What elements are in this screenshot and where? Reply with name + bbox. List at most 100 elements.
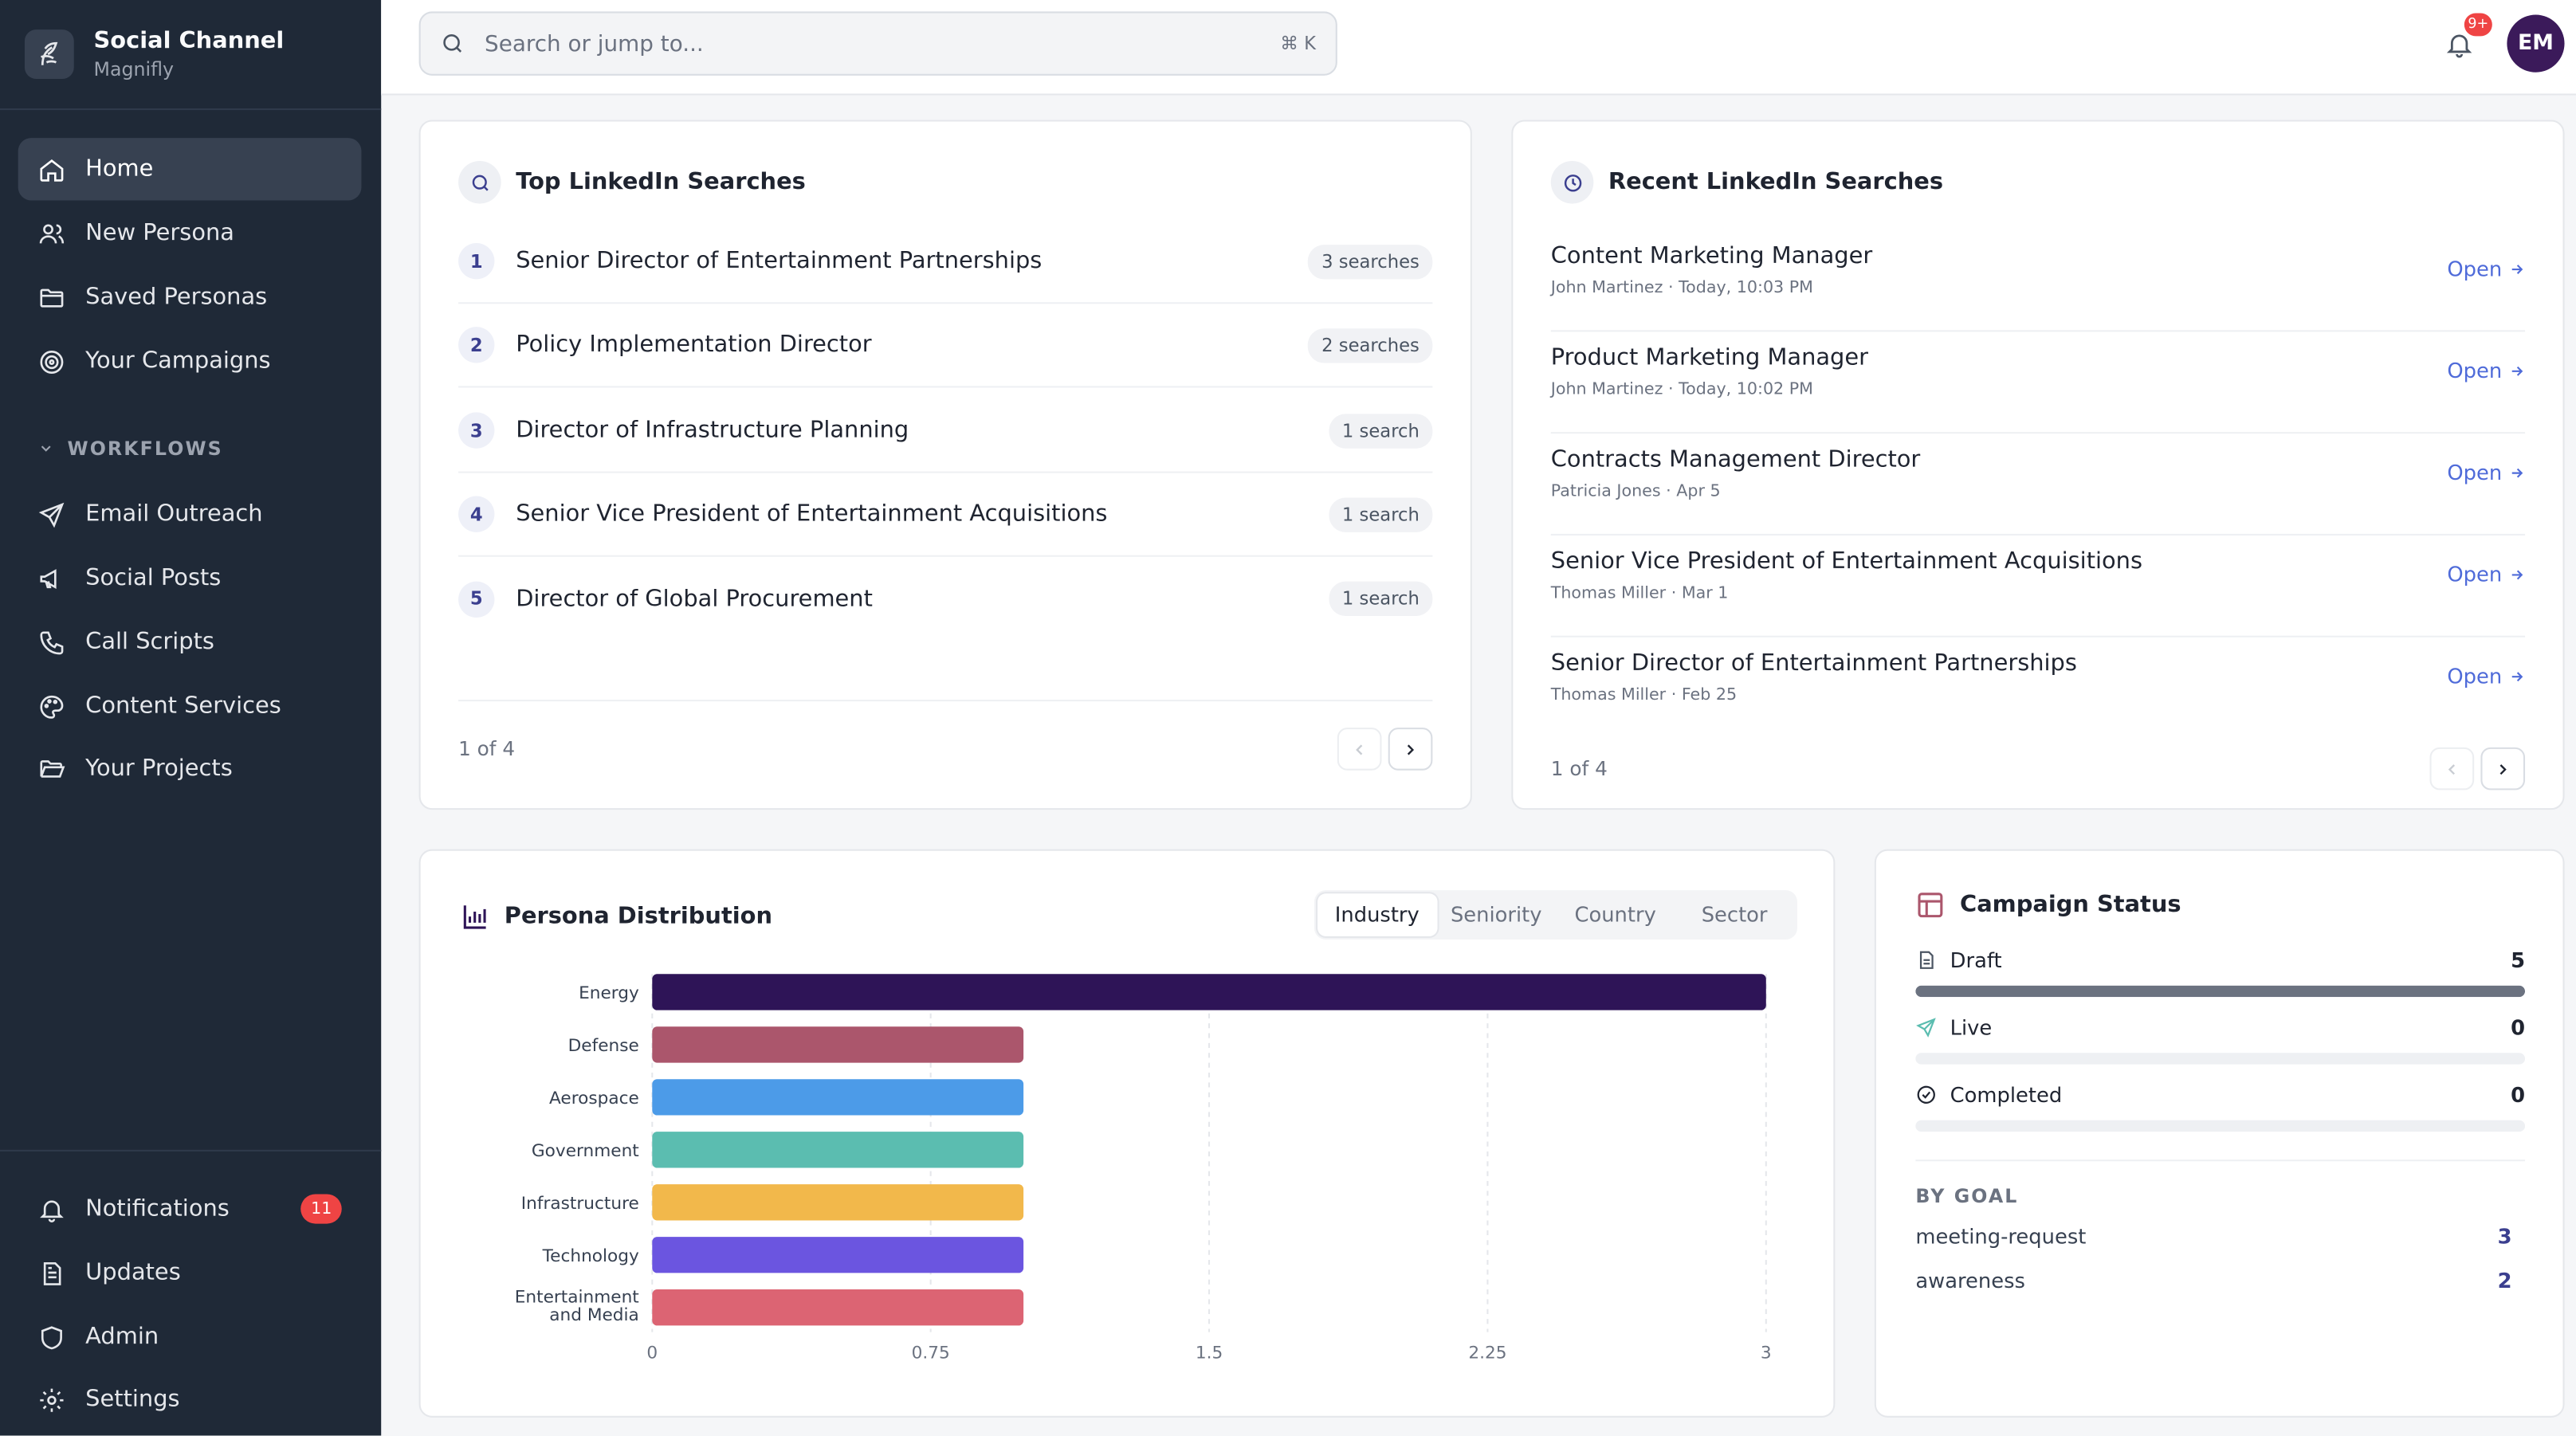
list-item[interactable]: 4 Senior Vice President of Entertainment… [458, 473, 1433, 557]
chevron-down-icon [41, 445, 51, 452]
tab-industry[interactable]: Industry [1317, 893, 1437, 936]
goal-row: awareness 2 [1915, 1268, 2525, 1293]
status-count: 0 [2511, 1014, 2526, 1040]
y-tick-label: Government [532, 1141, 639, 1161]
sidebar-item-social-posts[interactable]: Social Posts [18, 547, 362, 609]
search-input[interactable]: Search or jump to... ⌘ K [418, 11, 1337, 76]
sidebar-item-label: New Persona [85, 220, 234, 247]
recent-search-title: Product Marketing Manager [1550, 344, 1869, 371]
sidebar-item-your-campaigns[interactable]: Your Campaigns [18, 330, 362, 392]
sidebar-item-label: Admin [85, 1324, 159, 1351]
sidebar-item-label: Saved Personas [85, 284, 268, 311]
sidebar-item-call-scripts[interactable]: Call Scripts [18, 611, 362, 673]
open-link[interactable]: Open [2447, 358, 2525, 383]
list-item[interactable]: 2 Policy Implementation Director 2 searc… [458, 304, 1433, 388]
workflows-section-toggle[interactable]: WORKFLOWS [37, 437, 222, 460]
phone-icon [40, 630, 64, 654]
sidebar-item-saved-personas[interactable]: Saved Personas [18, 266, 362, 328]
goal-row: meeting-request 3 [1915, 1224, 2525, 1249]
open-link[interactable]: Open [2447, 460, 2525, 485]
sidebar-item-admin[interactable]: Admin [18, 1306, 362, 1368]
list-item[interactable]: 5 Director of Global Procurement 1 searc… [458, 557, 1433, 641]
notifications-bell-badge: 9+ [2464, 13, 2492, 37]
next-page-button[interactable] [1388, 728, 1433, 771]
shield-icon [41, 1325, 62, 1349]
list-item: Product Marketing Manager John Martinez … [1550, 332, 2526, 434]
sidebar-item-your-projects[interactable]: Your Projects [18, 737, 362, 799]
user-avatar[interactable]: EM [2507, 14, 2565, 73]
send-icon [1916, 1018, 1936, 1038]
sidebar-item-settings[interactable]: Settings [18, 1368, 362, 1430]
card-divider [1915, 1159, 2526, 1162]
status-progress-track [1915, 1053, 2526, 1065]
list-item[interactable]: 3 Director of Infrastructure Planning 1 … [458, 390, 1433, 473]
list-item: Contracts Management Director Patricia J… [1550, 434, 2526, 536]
tab-country[interactable]: Country [1574, 901, 1656, 927]
prev-page-button[interactable] [1337, 728, 1382, 771]
y-tick-label: Defense [568, 1036, 639, 1056]
status-label: Completed [1950, 1082, 2063, 1108]
sidebar-item-label: Updates [85, 1259, 181, 1286]
layout-icon [1918, 893, 1943, 918]
palette-icon [40, 694, 64, 718]
list-item: Content Marketing Manager John Martinez … [1550, 230, 2526, 332]
sidebar-item-updates[interactable]: Updates [18, 1242, 362, 1304]
y-tick-label: Entertainment and Media [515, 1288, 639, 1326]
chart-bar[interactable] [652, 1184, 1024, 1221]
recent-search-meta: Thomas Miller · Mar 1 [1550, 584, 1729, 603]
brand-title: Social Channel [93, 28, 285, 55]
tab-sector[interactable]: Sector [1701, 901, 1768, 927]
by-goal-label: BY GOAL [1915, 1184, 2019, 1207]
sidebar-divider [0, 1149, 382, 1152]
status-progress-track [1915, 1120, 2526, 1132]
arrow-right-icon [2511, 569, 2523, 579]
distribution-tabs: Industry Seniority Country Sector [1314, 890, 1797, 940]
chart-bar[interactable] [652, 1132, 1024, 1168]
chart-bar[interactable] [652, 1026, 1024, 1063]
send-icon [38, 501, 65, 528]
sidebar-item-content-services[interactable]: Content Services [18, 675, 362, 737]
sidebar-item-new-persona[interactable]: New Persona [18, 202, 362, 265]
tab-seniority[interactable]: Seniority [1450, 901, 1542, 927]
chart-bar[interactable] [652, 1237, 1024, 1273]
open-link[interactable]: Open [2447, 562, 2525, 587]
status-label: Live [1950, 1014, 1993, 1040]
brand-subtitle: Magnifly [93, 57, 175, 80]
bar-chart-icon [463, 905, 486, 929]
sidebar-item-email-outreach[interactable]: Email Outreach [18, 483, 362, 545]
sidebar-item-label: Your Projects [85, 755, 233, 783]
persona-distribution-card: Persona Distribution Industry Seniority … [418, 849, 1836, 1418]
search-count-pill: 1 search [1329, 413, 1433, 448]
y-tick-label: Technology [542, 1246, 639, 1266]
chart-bar[interactable] [652, 1079, 1024, 1116]
list-item[interactable]: 1 Senior Director of Entertainment Partn… [458, 220, 1433, 304]
x-tick-label: 3 [1761, 1344, 1772, 1363]
next-page-button[interactable] [2480, 747, 2526, 791]
document-icon [43, 1261, 61, 1285]
recent-search-title: Contracts Management Director [1550, 446, 1921, 473]
open-link[interactable]: Open [2447, 257, 2525, 281]
search-label: Policy Implementation Director [516, 332, 872, 359]
rank-badge: 5 [458, 580, 495, 617]
sidebar-item-home[interactable]: Home [18, 138, 362, 201]
gear-icon [40, 1387, 64, 1411]
status-count: 0 [2511, 1082, 2526, 1108]
goal-count: 2 [2497, 1268, 2512, 1293]
status-progress-track [1915, 985, 2526, 998]
sidebar-item-label: Home [85, 155, 154, 182]
sidebar-item-label: Call Scripts [85, 629, 214, 656]
open-label: Open [2447, 663, 2503, 689]
recent-search-meta: Patricia Jones · Apr 5 [1550, 482, 1721, 501]
goal-count: 3 [2497, 1223, 2512, 1249]
notifications-bell-icon[interactable] [2444, 29, 2474, 59]
open-link[interactable]: Open [2447, 664, 2525, 689]
chart-bar[interactable] [652, 1289, 1024, 1326]
list-item: Senior Director of Entertainment Partner… [1551, 638, 2525, 740]
sidebar-item-notifications[interactable]: Notifications 11 [18, 1178, 362, 1240]
brand[interactable]: Social Channel Magnifly [0, 0, 382, 111]
bell-icon [40, 1199, 64, 1222]
arrow-right-icon [2511, 467, 2523, 477]
chart-bar[interactable] [652, 974, 1766, 1010]
prev-page-button[interactable] [2429, 747, 2475, 791]
recent-search-title: Content Marketing Manager [1550, 243, 1873, 270]
